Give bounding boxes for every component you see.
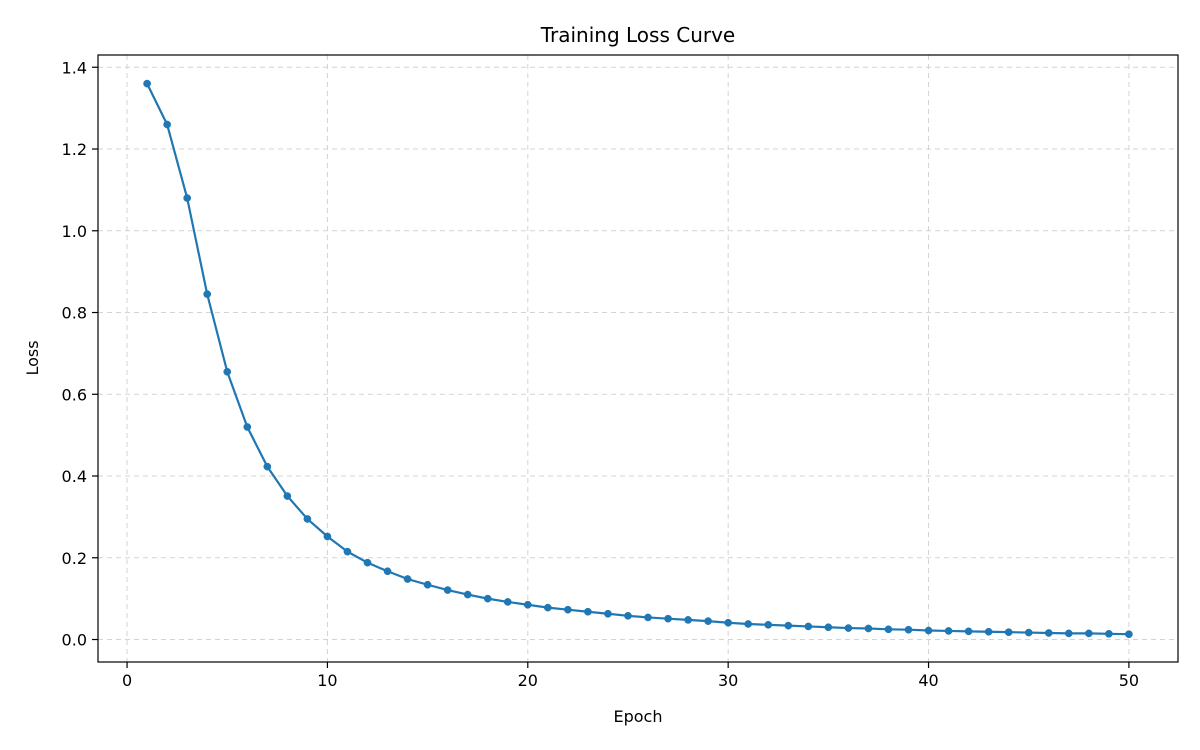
loss-data-point (383, 567, 392, 576)
loss-data-point (1105, 629, 1113, 638)
loss-data-point (183, 194, 192, 202)
loss-data-point (443, 586, 452, 594)
x-tick-label: 20 (518, 671, 538, 690)
loss-data-point (864, 624, 873, 633)
loss-data-point (824, 623, 833, 632)
loss-data-point (1044, 629, 1053, 637)
loss-data-point (704, 617, 712, 625)
y-tick-label: 0.0 (62, 631, 87, 650)
y-tick-label: 1.2 (62, 140, 87, 159)
x-tick-label: 0 (122, 671, 132, 690)
series-layer (143, 79, 1133, 639)
loss-data-point (143, 79, 151, 88)
loss-data-point (463, 590, 472, 599)
loss-data-point (924, 626, 933, 635)
y-tick-label: 0.4 (62, 467, 87, 486)
loss-data-point (664, 614, 672, 623)
grid-lines (98, 55, 1178, 662)
loss-data-point (403, 575, 412, 583)
y-axis-label: Loss (23, 340, 42, 375)
loss-data-point (303, 515, 312, 523)
loss-data-point (564, 605, 572, 614)
y-tick-label: 0.8 (62, 304, 87, 323)
loss-data-point (203, 290, 212, 298)
loss-data-point (624, 611, 632, 620)
chart-title: Training Loss Curve (540, 23, 736, 47)
loss-data-point (724, 618, 733, 627)
loss-data-point (844, 624, 853, 632)
loss-data-point (1024, 628, 1033, 637)
loss-data-point (644, 613, 652, 622)
x-tick-label: 40 (918, 671, 938, 690)
loss-data-point (163, 120, 171, 129)
loss-data-point (804, 622, 813, 631)
loss-data-point (263, 462, 272, 471)
loss-data-point (483, 594, 492, 603)
loss-data-point (503, 598, 512, 606)
loss-data-point (523, 600, 532, 609)
loss-data-point (323, 532, 332, 541)
loss-data-point (343, 547, 352, 556)
y-tick-label: 0.6 (62, 385, 87, 404)
loss-data-point (1064, 629, 1073, 638)
loss-data-point (423, 580, 432, 589)
loss-data-point (764, 620, 773, 629)
plot-frame (97, 54, 1179, 663)
loss-data-point (964, 627, 973, 636)
loss-data-point (363, 558, 372, 567)
y-tick-label: 0.2 (62, 549, 87, 568)
x-tick-label: 30 (718, 671, 738, 690)
loss-data-point (744, 620, 753, 628)
loss-data-point (1084, 629, 1093, 638)
loss-data-point (604, 609, 612, 618)
loss-data-point (243, 423, 252, 431)
loss-data-point (543, 603, 552, 612)
loss-data-point (1004, 628, 1013, 637)
loss-data-point (984, 627, 993, 636)
loss-data-point (223, 367, 232, 376)
ticks: 0 10 20 30 40 50 0.0 0.2 0.4 0.6 0.8 1.0 1.2 1.4 (62, 58, 1140, 690)
loss-data-point (784, 621, 793, 630)
loss-data-point (884, 625, 893, 634)
loss-data-point (584, 607, 592, 616)
loss-data-point (283, 492, 292, 500)
y-tick-label: 1.4 (62, 58, 87, 77)
loss-data-point (1125, 630, 1133, 639)
y-tick-label: 1.0 (62, 222, 87, 241)
loss-data-point (684, 616, 692, 624)
x-axis-label: Epoch (614, 707, 663, 726)
x-tick-label: 50 (1119, 671, 1139, 690)
loss-data-point (904, 625, 913, 634)
x-tick-label: 10 (317, 671, 337, 690)
loss-data-point (944, 627, 953, 635)
